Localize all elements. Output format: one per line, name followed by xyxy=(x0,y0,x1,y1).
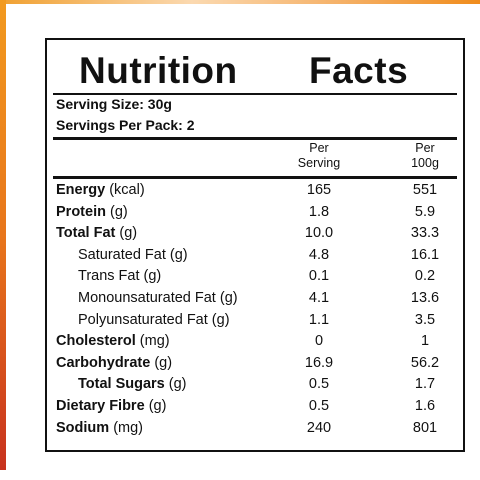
nutrient-name: Monounsaturated Fat (g) xyxy=(78,290,238,306)
per-serving-value: 4.8 xyxy=(308,246,330,263)
nutrient-name: Polyunsaturated Fat (g) xyxy=(78,312,230,328)
nutrient-row: Monounsaturated Fat (g) 4.1 13.6 xyxy=(47,288,463,309)
nutrient-row: Protein (g) 1.8 5.9 xyxy=(47,202,463,223)
nutrient-row: Carbohydrate (g) 16.9 56.2 xyxy=(47,353,463,374)
package-edge xyxy=(0,0,480,4)
package-edge xyxy=(0,0,6,470)
nutrient-unit: (mg) xyxy=(113,419,144,436)
per-100g-value: 5.9 xyxy=(414,203,436,220)
divider xyxy=(53,93,457,95)
per-serving-value: 1.1 xyxy=(308,311,330,328)
per-serving-value: 240 xyxy=(306,419,332,436)
per-serving-value: 0.5 xyxy=(308,398,330,414)
per-serving-value: 0 xyxy=(314,333,324,350)
column-header-text: Per xyxy=(415,141,435,155)
per-serving-value: 16.9 xyxy=(304,354,334,371)
nutrient-label: Energy xyxy=(56,182,106,198)
per-100g-value: 0.2 xyxy=(414,268,436,285)
title-text: Facts xyxy=(309,50,409,91)
nutrient-row: Total Sugars (g) 0.5 1.7 xyxy=(47,374,463,395)
nutrient-label: Dietary Fibre xyxy=(56,398,145,414)
per-serving-value: 10.0 xyxy=(304,225,334,242)
nutrient-unit: (mg) xyxy=(139,333,170,350)
nutrient-label: Protein xyxy=(56,203,106,220)
nutrient-name: Sodium (mg) xyxy=(56,420,143,436)
column-header-text: 100g xyxy=(411,156,439,170)
per-serving-value: 4.1 xyxy=(308,290,330,306)
nutrient-name: Total Sugars (g) xyxy=(78,376,187,392)
per-serving-value: 0.5 xyxy=(308,376,330,393)
nutrient-name: Protein (g) xyxy=(56,204,128,220)
nutrient-row: Trans Fat (g) 0.1 0.2 xyxy=(47,266,463,287)
nutrient-row: Total Fat (g) 10.0 33.3 xyxy=(47,223,463,244)
nutrient-label: Total Sugars xyxy=(78,376,165,393)
nutrient-label: Saturated Fat (g) xyxy=(78,246,188,263)
nutrient-label: Total Fat xyxy=(56,225,116,242)
divider xyxy=(53,176,457,179)
servings-per-pack: Servings Per Pack: 2 xyxy=(56,117,195,133)
nutrient-label: Sodium xyxy=(56,419,110,436)
per-100g-value: 1.6 xyxy=(414,398,436,414)
nutrient-name: Dietary Fibre (g) xyxy=(56,398,166,414)
divider xyxy=(53,137,457,140)
nutrient-label: Carbohydrate xyxy=(56,354,151,371)
column-header-text: Serving xyxy=(297,156,341,170)
nutrient-label: Cholesterol xyxy=(56,333,136,350)
nutrient-name: Total Fat (g) xyxy=(56,225,137,241)
per-100g-value: 33.3 xyxy=(410,225,440,242)
per-100g-value: 3.5 xyxy=(414,311,436,328)
per-100g-value: 16.1 xyxy=(410,246,440,263)
nutrient-label: Trans Fat (g) xyxy=(78,268,162,285)
column-header-text: Per xyxy=(309,141,329,155)
per-100g-value: 1.7 xyxy=(414,376,436,393)
nutrient-unit: (g) xyxy=(168,376,187,393)
nutrient-unit: (g) xyxy=(109,203,128,220)
per-serving-value: 165 xyxy=(306,182,332,198)
nutrient-label: Monounsaturated Fat (g) xyxy=(78,290,238,306)
per-serving-value: 0.1 xyxy=(308,268,330,285)
nutrient-name: Energy (kcal) xyxy=(56,182,145,198)
nutrient-row: Energy (kcal) 165 551 xyxy=(47,180,463,201)
nutrient-label: Polyunsaturated Fat (g) xyxy=(78,311,230,328)
nutrient-row: Dietary Fibre (g) 0.5 1.6 xyxy=(47,396,463,417)
title-text: Nutrition xyxy=(79,50,238,91)
serving-size: Serving Size: 30g xyxy=(56,96,172,112)
nutrient-unit: (g) xyxy=(119,225,138,242)
per-serving-value: 1.8 xyxy=(308,203,330,220)
per-100g-value: 56.2 xyxy=(410,354,440,371)
nutrient-unit: (g) xyxy=(148,398,167,414)
nutrient-row: Saturated Fat (g) 4.8 16.1 xyxy=(47,245,463,266)
column-header: Per 100g xyxy=(385,141,465,171)
nutrient-name: Carbohydrate (g) xyxy=(56,355,172,371)
nutrient-row: Sodium (mg) 240 801 xyxy=(47,418,463,439)
per-100g-value: 801 xyxy=(412,419,438,436)
title: Nutrition Facts xyxy=(47,42,463,96)
nutrient-row: Polyunsaturated Fat (g) 1.1 3.5 xyxy=(47,310,463,331)
nutrient-name: Saturated Fat (g) xyxy=(78,247,188,263)
nutrient-row: Cholesterol (mg) 0 1 xyxy=(47,331,463,352)
nutrition-panel: Nutrition Facts Serving Size: 30g Servin… xyxy=(45,38,465,452)
per-100g-value: 13.6 xyxy=(410,290,440,306)
per-100g-value: 1 xyxy=(420,333,430,350)
nutrient-unit: (g) xyxy=(154,354,173,371)
column-header: Per Serving xyxy=(279,141,359,171)
nutrient-unit: (kcal) xyxy=(109,182,145,198)
per-100g-value: 551 xyxy=(412,182,438,198)
nutrient-name: Cholesterol (mg) xyxy=(56,333,170,349)
nutrient-name: Trans Fat (g) xyxy=(78,268,161,284)
